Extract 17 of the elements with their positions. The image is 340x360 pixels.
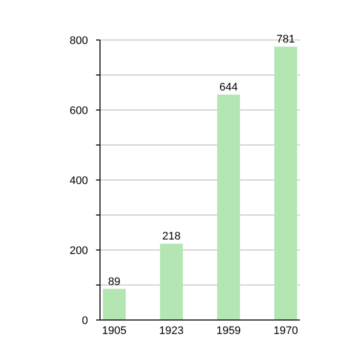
x-tick-label: 1905 [102,325,127,337]
y-tick-label: 200 [70,244,88,257]
bar [217,94,240,320]
bar [160,244,183,320]
data-label: 781 [276,34,295,46]
bar [274,46,298,320]
y-tick-label: 800 [70,34,88,47]
x-tick-label: 1923 [159,325,184,337]
data-label: 644 [219,82,238,94]
y-tick-label: 600 [70,104,88,117]
y-tick-label: 0 [82,314,88,327]
y-tick-label: 400 [70,174,88,187]
x-tick-label: 1959 [216,325,241,337]
data-label: 218 [162,230,181,243]
data-label: 89 [108,276,120,288]
bar [102,288,126,320]
x-tick-label: 1970 [273,325,298,337]
